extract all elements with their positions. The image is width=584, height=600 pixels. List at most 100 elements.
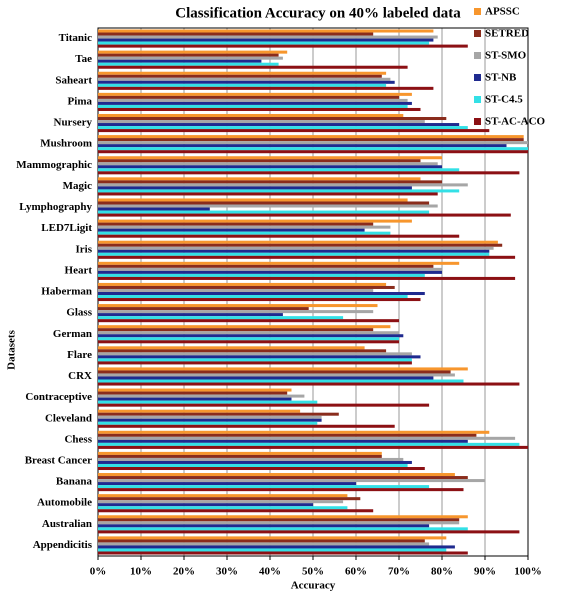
bar	[98, 228, 365, 232]
legend-swatch	[474, 74, 481, 81]
bar	[98, 370, 451, 374]
y-tick-label: Breast Cancer	[25, 454, 92, 466]
bar	[98, 213, 511, 217]
bar	[98, 430, 490, 434]
bar	[98, 35, 438, 39]
bar	[98, 536, 447, 540]
bar	[98, 361, 412, 365]
bar	[98, 129, 490, 133]
bar	[98, 349, 387, 353]
bar	[98, 373, 455, 377]
bar	[98, 104, 408, 108]
y-tick-label: Appendicitis	[33, 539, 93, 551]
y-tick-label: Tae	[75, 53, 92, 65]
bar	[98, 545, 455, 549]
bar	[98, 379, 464, 383]
bar	[98, 506, 348, 510]
bar	[98, 186, 412, 190]
bar	[98, 346, 365, 350]
bar	[98, 415, 322, 419]
y-tick-label: CRX	[68, 370, 92, 382]
bar	[98, 282, 387, 286]
bar	[98, 292, 425, 296]
bar	[98, 288, 374, 292]
x-tick-label: 0%	[90, 566, 107, 578]
bar	[98, 539, 425, 543]
bar	[98, 524, 430, 528]
bar	[98, 92, 412, 96]
x-tick-label: 80%	[431, 566, 453, 578]
x-tick-label: 70%	[388, 566, 410, 578]
bar	[98, 141, 528, 145]
bar	[98, 50, 288, 54]
bar	[98, 548, 447, 552]
y-tick-label: Lymphography	[19, 201, 92, 213]
bar	[98, 101, 412, 105]
bar	[98, 95, 399, 99]
bar	[98, 120, 425, 124]
y-tick-label: Flare	[67, 349, 92, 361]
bar	[98, 255, 516, 259]
bar	[98, 497, 361, 501]
bar	[98, 479, 485, 483]
bar	[98, 225, 391, 229]
chart-title: Classification Accuracy on 40% labeled d…	[175, 5, 461, 21]
bar	[98, 310, 374, 314]
bar	[98, 295, 408, 299]
y-tick-label: Contraceptive	[25, 391, 92, 403]
x-tick-label: 90%	[474, 566, 496, 578]
legend-label: ST-C4.5	[485, 94, 523, 106]
x-axis-label: Accuracy	[291, 580, 336, 592]
legend-label: SETRED	[485, 28, 529, 40]
y-tick-label: Haberman	[41, 286, 92, 298]
bar	[98, 454, 382, 458]
bar	[98, 298, 421, 302]
bar	[98, 325, 391, 329]
bar	[98, 418, 322, 422]
y-tick-label: Nursery	[54, 117, 93, 129]
legend-label: ST-SMO	[485, 50, 527, 62]
bar	[98, 246, 494, 250]
bar	[98, 457, 404, 461]
bar	[98, 473, 455, 477]
bar	[98, 307, 309, 311]
bar	[98, 177, 421, 181]
bar	[98, 409, 301, 413]
bar	[98, 156, 442, 160]
y-axis-label: Datasets	[6, 329, 18, 369]
bar	[98, 270, 442, 274]
bar	[98, 460, 412, 464]
bar	[98, 439, 468, 443]
bar	[98, 445, 528, 449]
bar	[98, 355, 421, 359]
bar	[98, 249, 490, 253]
legend-swatch	[474, 96, 481, 103]
bar	[98, 189, 460, 193]
bar	[98, 503, 313, 507]
y-tick-label: Cleveland	[45, 412, 92, 424]
bar	[98, 352, 412, 356]
bar	[98, 521, 460, 525]
legend-swatch	[474, 30, 481, 37]
y-tick-label: Banana	[56, 476, 93, 488]
y-tick-label: Magic	[63, 180, 92, 192]
bar	[98, 518, 460, 522]
y-tick-label: Mammographic	[16, 159, 92, 171]
bar	[98, 340, 399, 344]
bar	[98, 267, 442, 271]
bar	[98, 62, 279, 66]
bar	[98, 382, 520, 386]
bar	[98, 83, 387, 87]
bar	[98, 222, 374, 226]
bar	[98, 488, 464, 492]
bar	[98, 397, 292, 401]
bar	[98, 98, 408, 102]
bar	[98, 542, 430, 546]
bar	[98, 285, 395, 289]
bar	[98, 117, 447, 121]
bar	[98, 204, 438, 208]
y-tick-label: German	[53, 328, 92, 340]
y-tick-label: Australian	[42, 518, 92, 530]
x-tick-label: 30%	[216, 566, 238, 578]
bar	[98, 358, 412, 362]
